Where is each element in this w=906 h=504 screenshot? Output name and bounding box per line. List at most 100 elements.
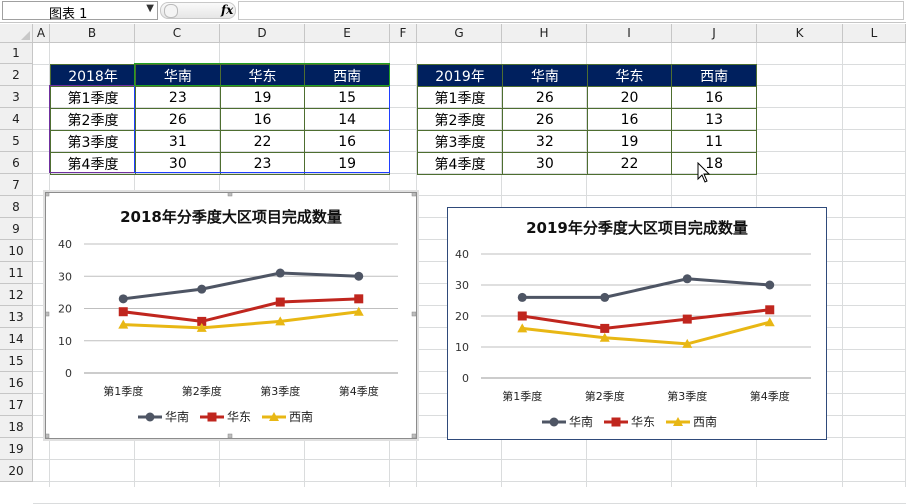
table-cell[interactable]: 26 bbox=[502, 108, 588, 131]
table-cell[interactable]: 30 bbox=[502, 152, 588, 175]
column-header-H[interactable]: H bbox=[502, 24, 587, 43]
row-header-18[interactable]: 18 bbox=[0, 416, 33, 438]
row-header-12[interactable]: 12 bbox=[0, 284, 33, 306]
table-cell[interactable]: 20 bbox=[586, 86, 673, 109]
row-header-3[interactable]: 3 bbox=[0, 86, 33, 108]
resize-handle bbox=[227, 193, 233, 197]
table-cell[interactable]: 第1季度 bbox=[416, 86, 504, 109]
chart-title: 2018年分季度大区项目完成数量 bbox=[120, 208, 342, 226]
select-all-corner[interactable] bbox=[0, 24, 33, 43]
column-header-B[interactable]: B bbox=[50, 24, 135, 43]
table-cell[interactable]: 16 bbox=[671, 86, 757, 109]
column-header-I[interactable]: I bbox=[587, 24, 672, 43]
table-cell[interactable]: 15 bbox=[304, 86, 390, 109]
table-cell[interactable]: 19 bbox=[219, 86, 306, 109]
row-header-11[interactable]: 11 bbox=[0, 262, 33, 284]
resize-handle bbox=[411, 311, 416, 317]
row-header-20[interactable]: 20 bbox=[0, 460, 33, 482]
column-header-C[interactable]: C bbox=[135, 24, 220, 43]
table-cell[interactable]: 11 bbox=[671, 130, 757, 153]
row-header-6[interactable]: 6 bbox=[0, 152, 33, 174]
table-cell[interactable]: 22 bbox=[219, 130, 306, 153]
table-cell[interactable]: 18 bbox=[671, 152, 757, 175]
table-cell[interactable]: 第4季度 bbox=[416, 152, 504, 175]
row-header-13[interactable]: 13 bbox=[0, 306, 33, 328]
column-header-E[interactable]: E bbox=[305, 24, 390, 43]
table-cell[interactable]: 第3季度 bbox=[49, 130, 137, 153]
row-header-1[interactable]: 1 bbox=[0, 43, 33, 64]
table-2019: 2019年 华南 华东 西南 第1季度 26 20 16 第2季度 26 16 13 第3季度 32 19 1… bbox=[416, 64, 757, 175]
row-header-17[interactable]: 17 bbox=[0, 394, 33, 416]
column-header-G[interactable]: G bbox=[417, 24, 502, 43]
table-cell[interactable]: 第2季度 bbox=[416, 108, 504, 131]
formula-input[interactable] bbox=[238, 1, 904, 20]
table-header-cell[interactable]: 西南 bbox=[671, 64, 757, 87]
chart-2018[interactable]: 2018年分季度大区项目完成数量 0 10 20 30 40 第1季度 第2季度 第3季度 第4季… bbox=[45, 192, 417, 439]
data-point bbox=[599, 332, 610, 342]
table-cell[interactable]: 14 bbox=[304, 108, 390, 131]
table-header-cell[interactable]: 西南 bbox=[304, 64, 390, 87]
x-tick-label: 第4季度 bbox=[339, 384, 379, 398]
table-cell[interactable]: 22 bbox=[586, 152, 673, 175]
table-header-cell[interactable]: 华东 bbox=[586, 64, 673, 87]
column-header-J[interactable]: J bbox=[672, 24, 757, 43]
table-cell[interactable]: 26 bbox=[135, 108, 221, 131]
resize-handle bbox=[46, 311, 50, 317]
row-header-4[interactable]: 4 bbox=[0, 108, 33, 130]
table-header-cell[interactable]: 2018年 bbox=[49, 64, 137, 87]
data-point bbox=[118, 294, 128, 304]
table-cell[interactable]: 32 bbox=[502, 130, 588, 153]
table-cell[interactable]: 13 bbox=[671, 108, 757, 131]
legend-label: 华东 bbox=[227, 410, 251, 424]
row-header-19[interactable]: 19 bbox=[0, 438, 33, 460]
data-point bbox=[682, 314, 692, 324]
table-cell[interactable]: 31 bbox=[135, 130, 221, 153]
row-header-7[interactable]: 7 bbox=[0, 174, 33, 196]
table-header-cell[interactable]: 2019年 bbox=[416, 64, 504, 87]
column-header-F[interactable]: F bbox=[390, 24, 417, 43]
table-cell[interactable]: 第2季度 bbox=[49, 108, 137, 131]
table-cell[interactable]: 23 bbox=[135, 86, 221, 109]
resize-handle bbox=[46, 433, 50, 438]
row-header-9[interactable]: 9 bbox=[0, 218, 33, 240]
grid-line bbox=[33, 459, 906, 460]
table-cell[interactable]: 26 bbox=[502, 86, 588, 109]
table-cell[interactable]: 16 bbox=[219, 108, 306, 131]
mouse-cursor-icon bbox=[697, 162, 711, 183]
column-header-L[interactable]: L bbox=[843, 24, 906, 43]
table-header-cell[interactable]: 华南 bbox=[135, 64, 221, 87]
name-box[interactable]: 图表 1 ▼ bbox=[2, 1, 158, 22]
data-point bbox=[196, 322, 207, 332]
row-header-8[interactable]: 8 bbox=[0, 196, 33, 218]
legend-marker bbox=[673, 417, 683, 426]
table-cell[interactable]: 第1季度 bbox=[49, 86, 137, 109]
chart-2019[interactable]: 2019年分季度大区项目完成数量 0 10 20 30 40 第1季度 第2季度 第3季度 第4季… bbox=[447, 207, 827, 440]
table-cell[interactable]: 30 bbox=[135, 152, 221, 175]
data-point bbox=[517, 323, 528, 333]
column-header-K[interactable]: K bbox=[757, 24, 843, 43]
table-cell[interactable]: 16 bbox=[304, 130, 390, 153]
row-header-15[interactable]: 15 bbox=[0, 350, 33, 372]
row-header-2[interactable]: 2 bbox=[0, 64, 33, 86]
row-header-10[interactable]: 10 bbox=[0, 240, 33, 262]
table-cell[interactable]: 第4季度 bbox=[49, 152, 137, 175]
row-header-16[interactable]: 16 bbox=[0, 372, 33, 394]
table-cell[interactable]: 19 bbox=[304, 152, 390, 175]
y-tick-label: 0 bbox=[462, 372, 469, 385]
table-cell[interactable]: 23 bbox=[219, 152, 306, 175]
row-header-14[interactable]: 14 bbox=[0, 328, 33, 350]
table-row: 第4季度 30 23 19 bbox=[49, 152, 390, 175]
table-cell[interactable]: 第3季度 bbox=[416, 130, 504, 153]
table-header-cell[interactable]: 华南 bbox=[502, 64, 588, 87]
column-header-D[interactable]: D bbox=[220, 24, 305, 43]
data-point bbox=[354, 294, 364, 304]
insert-function-button[interactable]: fx bbox=[221, 3, 234, 17]
chevron-down-icon[interactable]: ▼ bbox=[146, 3, 154, 14]
table-header-cell[interactable]: 华东 bbox=[219, 64, 306, 87]
resize-handle-icon[interactable] bbox=[164, 4, 178, 18]
table-cell[interactable]: 19 bbox=[586, 130, 673, 153]
legend-marker bbox=[207, 412, 217, 422]
column-header-A[interactable]: A bbox=[33, 24, 50, 43]
table-cell[interactable]: 16 bbox=[586, 108, 673, 131]
row-header-5[interactable]: 5 bbox=[0, 130, 33, 152]
